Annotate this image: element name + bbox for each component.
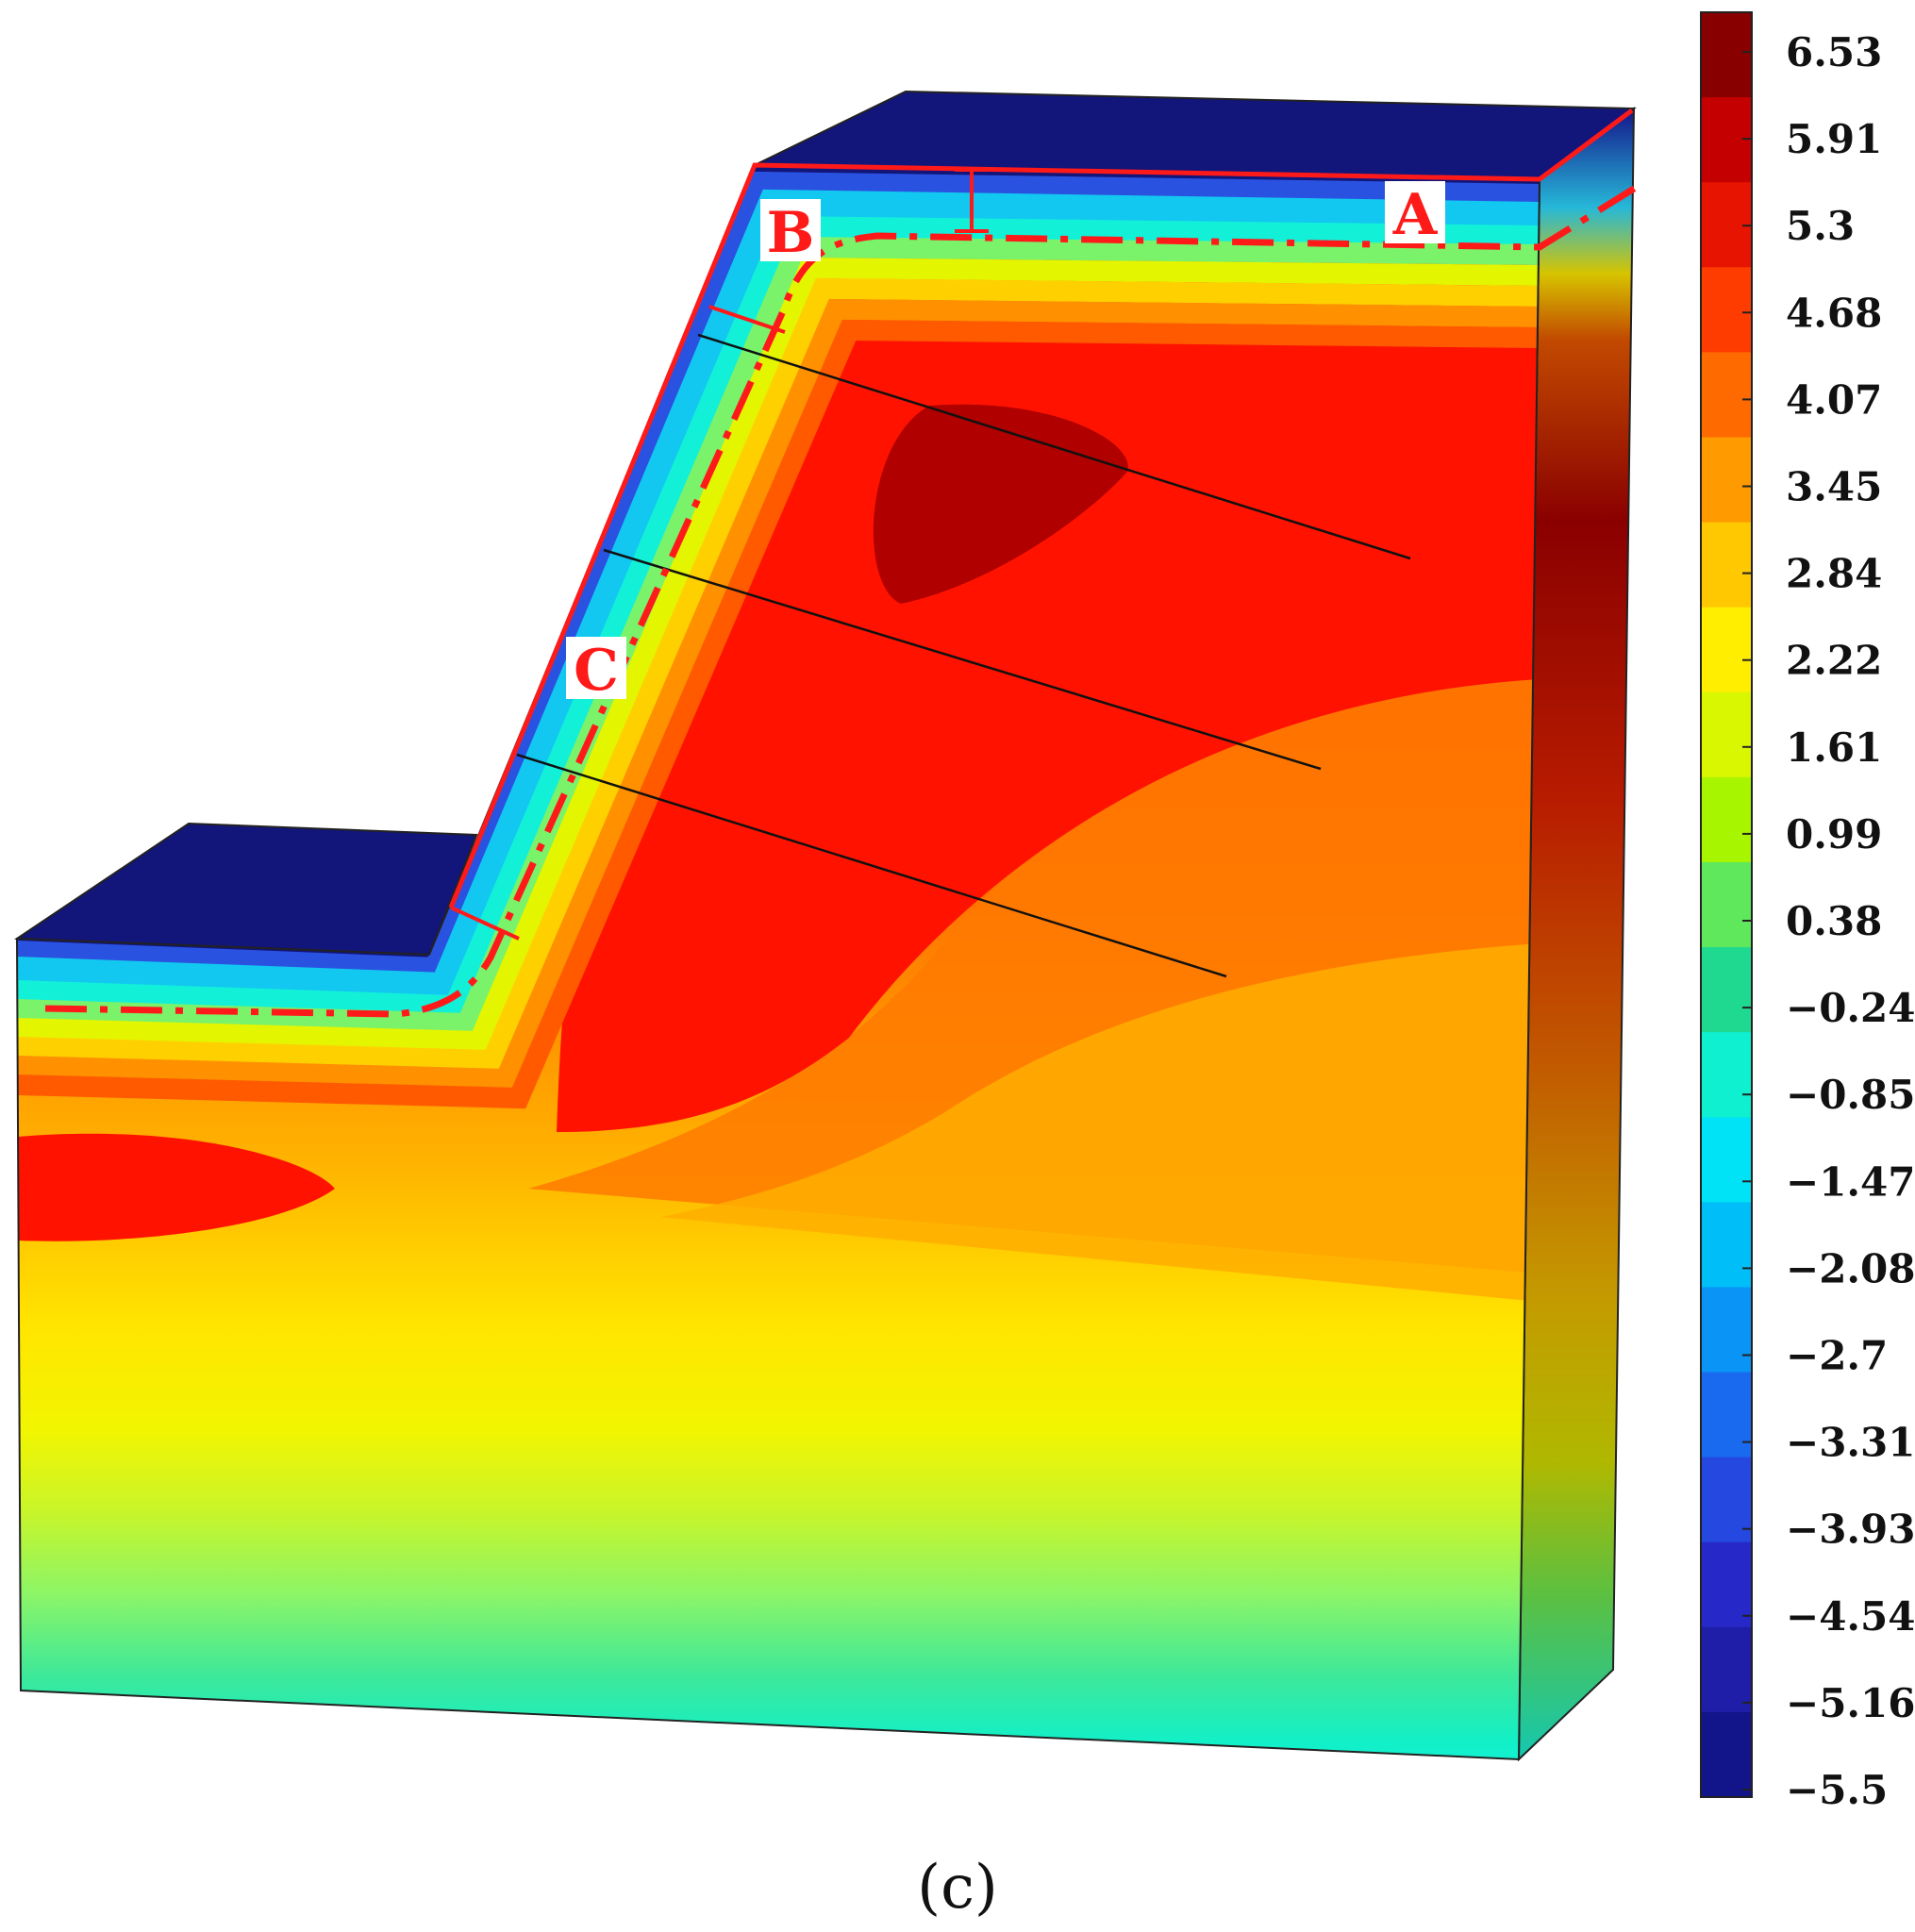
anchor-bolt-middle (603, 548, 1322, 771)
anchor-bolts (516, 333, 1411, 978)
svg-text:C: C (574, 638, 619, 704)
thickness-marker-upper-slope (708, 305, 786, 334)
colorbar-band (1701, 1457, 1752, 1543)
figure-caption: (c) (917, 1853, 998, 1923)
colorbar-tick-label: −0.24 (1786, 985, 1915, 1031)
colorbar-band (1701, 267, 1752, 353)
colorbar-band (1701, 1372, 1752, 1458)
colorbar-band (1701, 1117, 1752, 1203)
colorbar-tick-label: −1.47 (1786, 1158, 1915, 1205)
colorbar-band (1701, 522, 1752, 608)
colorbar-tick-label: 5.3 (1786, 203, 1855, 249)
colorbar-tick-label: −2.08 (1786, 1245, 1915, 1291)
lower-bench-top-face (13, 822, 478, 957)
colorbar-tick-labels: 6.53 5.91 5.3 4.68 4.07 3.45 2.84 2.22 1.61 0.99 0… (1786, 29, 1915, 1813)
colorbar-ticks (1742, 51, 1752, 1790)
colorbar-tick-label: 1.61 (1786, 724, 1882, 771)
colorbar-tick-label: −3.31 (1786, 1420, 1915, 1466)
zone-label-c: C (566, 637, 626, 704)
colorbar-band (1701, 1032, 1752, 1118)
colorbar-band (1701, 776, 1752, 863)
colorbar-frame (1700, 11, 1753, 1798)
colorbar-bands (1701, 12, 1752, 1798)
colorbar-tick-label: −5.16 (1786, 1680, 1915, 1726)
colorbar-tick-label: 3.45 (1786, 464, 1882, 510)
colorbar-band (1701, 437, 1752, 524)
colorbar-tick-label: −2.7 (1786, 1333, 1888, 1379)
surface-boundary-line (448, 108, 1634, 908)
colorbar-band (1701, 352, 1752, 439)
colorbar: 6.53 5.91 5.3 4.68 4.07 3.45 2.84 2.22 1.61 0.99 0… (1700, 11, 1915, 1813)
thickness-marker-lower-slope (450, 906, 520, 941)
colorbar-band (1701, 947, 1752, 1033)
colorbar-band (1701, 1202, 1752, 1289)
zone-annotations (44, 108, 1643, 1018)
zone-label-a: A (1385, 181, 1445, 248)
colorbar-band (1701, 691, 1752, 778)
colorbar-band (1701, 97, 1752, 183)
colorbar-tick-label: −5.5 (1786, 1767, 1888, 1813)
colorbar-band (1701, 1541, 1752, 1628)
colorbar-band (1701, 1626, 1752, 1713)
colorbar-band (1701, 12, 1752, 98)
colorbar-tick-label: 0.99 (1786, 811, 1882, 858)
colorbar-tick-label: −0.85 (1786, 1072, 1915, 1118)
colorbar-tick-label: 5.91 (1786, 116, 1882, 162)
zone-label-b: B (760, 199, 821, 266)
colorbar-band (1701, 607, 1752, 693)
colorbar-tick-label: −4.54 (1786, 1593, 1915, 1640)
colorbar-band (1701, 861, 1752, 948)
colorbar-band (1701, 1711, 1752, 1798)
anchor-bolt-upper (697, 333, 1411, 560)
colorbar-tick-label: 4.07 (1786, 376, 1882, 423)
colorbar-tick-label: 0.38 (1786, 898, 1882, 944)
anchor-bolt-lower (516, 753, 1227, 978)
colorbar-band (1701, 1287, 1752, 1374)
max-value-zone (873, 404, 1128, 604)
svg-text:A: A (1392, 182, 1439, 248)
colorbar-tick-label: 4.68 (1786, 290, 1882, 336)
colorbar-tick-label: 2.22 (1786, 638, 1882, 684)
svg-text:B: B (767, 200, 815, 266)
front-face-contours (17, 165, 1540, 1759)
colorbar-tick-label: −3.93 (1786, 1507, 1915, 1553)
colorbar-tick-label: 2.84 (1786, 551, 1882, 597)
colorbar-tick-label: 6.53 (1786, 29, 1882, 75)
freezing-front-dashdot (44, 181, 1643, 1018)
